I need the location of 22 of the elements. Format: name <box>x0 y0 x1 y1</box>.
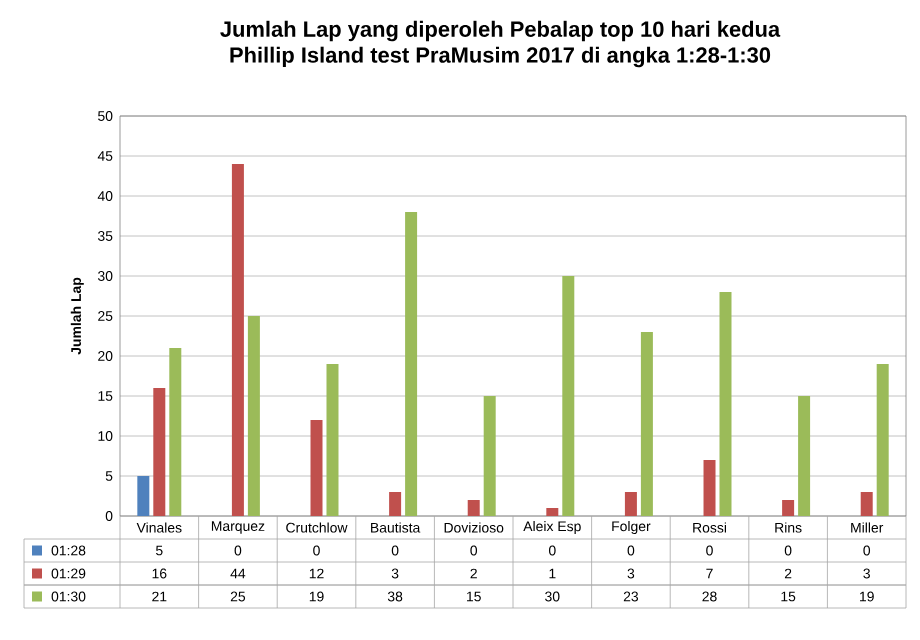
bar <box>169 348 182 516</box>
bar <box>389 492 402 516</box>
bar <box>876 364 889 516</box>
bar <box>137 476 150 516</box>
bar <box>247 316 260 516</box>
bar <box>562 276 575 516</box>
bar <box>546 508 559 516</box>
bar <box>231 164 244 516</box>
bar <box>624 492 637 516</box>
bar <box>467 500 480 516</box>
bar <box>719 292 732 516</box>
bar <box>798 396 811 516</box>
bar <box>310 420 323 516</box>
bar <box>782 500 795 516</box>
bar <box>640 332 653 516</box>
chart-title: Jumlah Lap yang diperoleh Pebalap top 10 hari kedua Phillip Island test PraMusim 2017 di angka 1:28-1:30 <box>220 20 781 68</box>
bar <box>483 396 496 516</box>
bar <box>860 492 873 516</box>
bar <box>405 212 418 516</box>
bar <box>153 388 166 516</box>
bar <box>326 364 339 516</box>
bar <box>703 460 716 516</box>
